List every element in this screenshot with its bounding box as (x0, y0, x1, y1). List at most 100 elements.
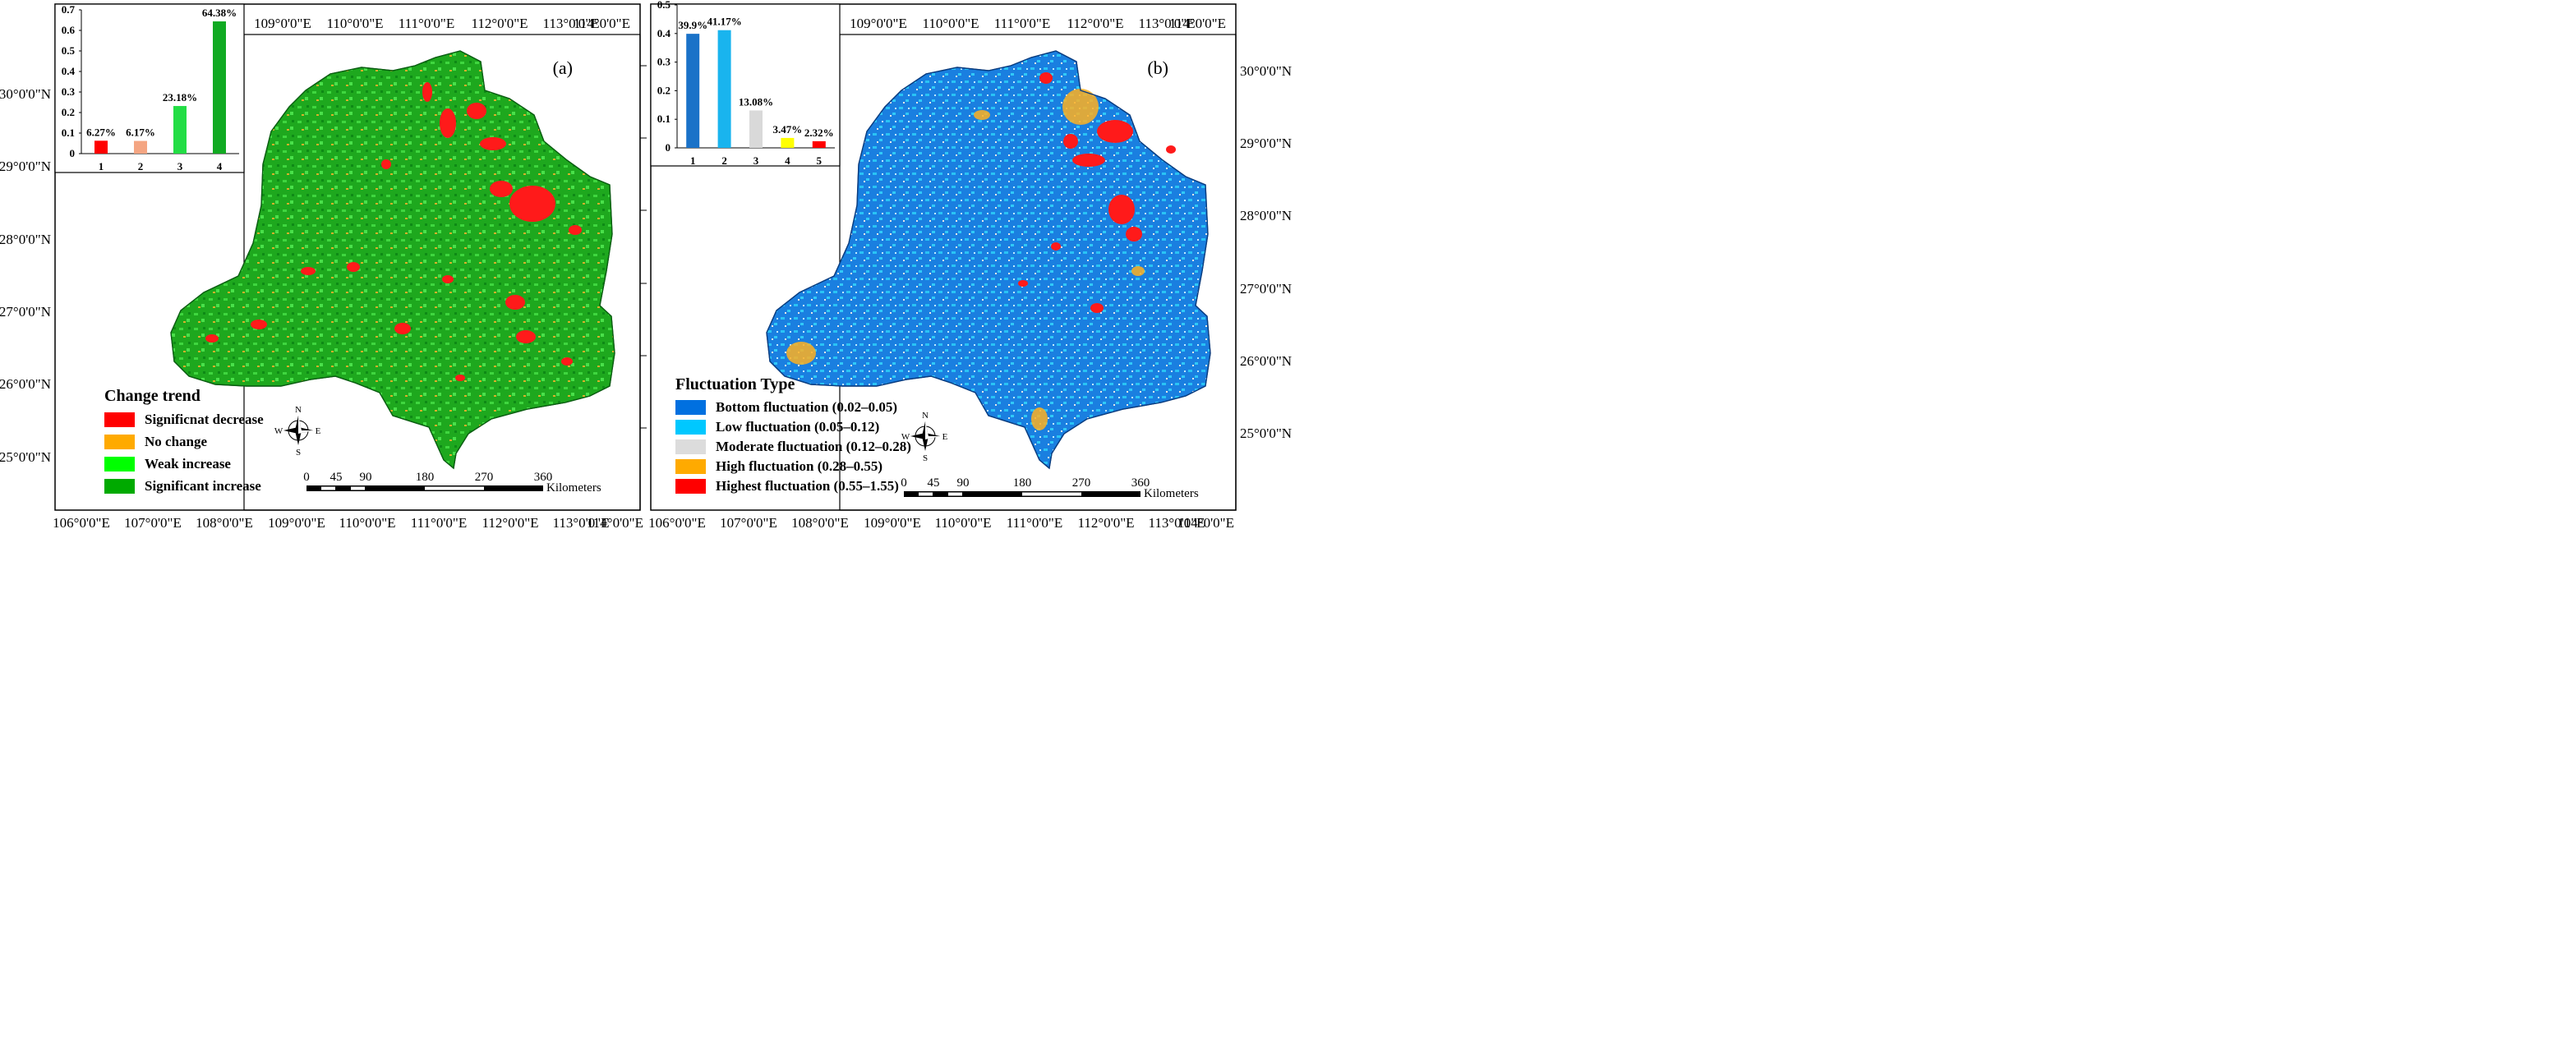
top-lon-label: 114°0'0"E (1169, 16, 1226, 31)
legend-label: High fluctuation (0.28–0.55) (716, 458, 882, 474)
legend-swatch (675, 459, 706, 474)
bar (686, 34, 700, 149)
lat-label: 27°0'0"N (0, 304, 51, 320)
bar (94, 140, 108, 154)
compass-e: E (942, 432, 948, 442)
legend-label: Low fluctuation (0.05–0.12) (716, 419, 879, 435)
bottom-lon-label: 110°0'0"E (934, 515, 991, 531)
scale-bar: 0 45 90 180 270 360 Kilometers (901, 476, 1199, 500)
scale-tick: 45 (928, 476, 940, 490)
bar (781, 137, 795, 148)
bottom-longitude-axis: 106°0'0"E 107°0'0"E 108°0'0"E 109°0'0"E … (53, 515, 643, 531)
lat-label: 29°0'0"N (0, 159, 51, 174)
top-lon-label: 112°0'0"E (471, 16, 528, 31)
panel-label: (a) (553, 58, 573, 78)
bottom-lon-label: 111°0'0"E (1007, 515, 1062, 531)
bottom-lon-label: 108°0'0"E (196, 515, 253, 531)
inset-bar-chart-a: 0 0.1 0.2 0.3 0.4 0.5 0.6 0.7 6.27% 1 6.17% 2 23.18%… (54, 3, 245, 173)
top-lon-label: 110°0'0"E (326, 16, 383, 31)
y-tick-label: 0.1 (657, 113, 670, 125)
right-ticks (640, 65, 647, 429)
panel-label: (b) (1147, 58, 1168, 78)
scale-tick: 360 (534, 471, 553, 484)
bar-data-label: 13.08% (739, 95, 773, 108)
y-tick-label: 0.4 (657, 27, 671, 39)
bottom-lon-label: 112°0'0"E (482, 515, 538, 531)
y-tick-label: 0.2 (62, 106, 75, 118)
inset-frame (650, 3, 841, 167)
x-tick-label: 2 (721, 154, 727, 167)
bottom-lon-label: 113°0'0"E (552, 515, 609, 531)
bar-data-label: 6.27% (86, 126, 116, 138)
bottom-longitude-axis: 106°0'0"E 107°0'0"E 108°0'0"E 109°0'0"E … (648, 515, 1234, 531)
lat-label: 28°0'0"N (0, 232, 51, 247)
x-tick-label: 2 (138, 160, 144, 172)
legend-swatch (104, 412, 135, 427)
x-tick-label: 3 (753, 154, 759, 167)
top-lon-label: 113°0'0"E (542, 16, 599, 31)
bottom-lon-label: 110°0'0"E (339, 515, 395, 531)
lat-label: 30°0'0"N (1240, 63, 1292, 79)
chart-b-plot: 0 0.1 0.2 0.3 0.4 0.5 39.9% 1 41.17% 2 13.08% 3 3.47… (657, 0, 835, 167)
y-tick-label: 0.4 (62, 65, 76, 77)
scale-unit: Kilometers (546, 481, 601, 494)
top-lon-label: 109°0'0"E (850, 16, 907, 31)
bottom-lon-label: 109°0'0"E (864, 515, 921, 531)
legend-change-trend: Change trend Significnat decrease No chan… (104, 387, 264, 494)
compass-w: W (274, 426, 283, 436)
legend-fluctuation-type: Fluctuation Type Bottom fluctuation (0.0… (675, 375, 911, 494)
y-tick-label: 0.6 (62, 24, 76, 36)
bar (812, 140, 826, 148)
scale-tick: 180 (1013, 476, 1032, 490)
compass-n: N (295, 405, 302, 415)
y-tick-label: 0.5 (657, 0, 671, 11)
lat-label: 30°0'0"N (0, 86, 51, 102)
top-lon-label: 109°0'0"E (254, 16, 311, 31)
bar-data-label: 39.9% (678, 19, 707, 31)
left-latitude-axis: 30°0'0"N 29°0'0"N 28°0'0"N 27°0'0"N 26°0… (0, 86, 51, 465)
bar-data-label: 64.38% (202, 7, 237, 19)
legend-swatch (675, 479, 706, 494)
legend-label: Highest fluctuation (0.55–1.55) (716, 478, 899, 494)
scale-tick: 360 (1131, 476, 1150, 490)
study-area-change-trend-raster (170, 50, 615, 469)
bar (134, 140, 147, 154)
lat-label: 29°0'0"N (1240, 136, 1292, 151)
y-tick-label: 0.3 (657, 56, 671, 68)
bottom-lon-label: 112°0'0"E (1077, 515, 1134, 531)
lat-label: 28°0'0"N (1240, 208, 1292, 223)
bottom-lon-label: 106°0'0"E (53, 515, 110, 531)
top-lon-label: 113°0'0"E (1138, 16, 1195, 31)
legend-swatch (675, 400, 706, 415)
legend-label: Significnat decrease (145, 412, 264, 427)
compass-w: W (901, 432, 910, 442)
y-tick-label: 0.7 (62, 3, 76, 16)
legend-label: Moderate fluctuation (0.12–0.28) (716, 439, 911, 454)
legend-swatch (675, 420, 706, 435)
bottom-lon-label: 111°0'0"E (411, 515, 467, 531)
lat-label: 26°0'0"N (0, 376, 51, 392)
scale-tick: 270 (1072, 476, 1091, 490)
scale-tick: 0 (303, 471, 310, 484)
scale-tick: 180 (416, 471, 435, 484)
lat-label: 25°0'0"N (1240, 426, 1292, 441)
inset-bar-chart-b: 0 0.1 0.2 0.3 0.4 0.5 39.9% 1 41.17% 2 13.08% 3 3.47… (650, 0, 841, 167)
compass-s: S (296, 448, 301, 458)
scale-tick: 0 (901, 476, 907, 490)
legend-swatch (104, 457, 135, 472)
bar-data-label: 41.17% (707, 16, 741, 28)
lat-label: 26°0'0"N (1240, 353, 1292, 369)
bottom-lon-label: 109°0'0"E (268, 515, 325, 531)
legend-label: Weak increase (145, 456, 231, 472)
y-tick-label: 0.5 (62, 44, 76, 57)
bar (717, 30, 731, 149)
right-latitude-axis: 30°0'0"N 29°0'0"N 28°0'0"N 27°0'0"N 26°0… (1240, 63, 1292, 441)
scale-tick: 45 (330, 471, 343, 484)
top-lon-label: 110°0'0"E (922, 16, 979, 31)
bar-data-label: 6.17% (126, 126, 155, 139)
legend-swatch (675, 439, 706, 454)
decrease-patches (205, 82, 582, 381)
x-tick-label: 1 (690, 154, 696, 167)
scale-bar: 0 45 90 180 270 360 Kilometers (303, 471, 601, 494)
y-tick-label: 0.2 (657, 84, 670, 96)
